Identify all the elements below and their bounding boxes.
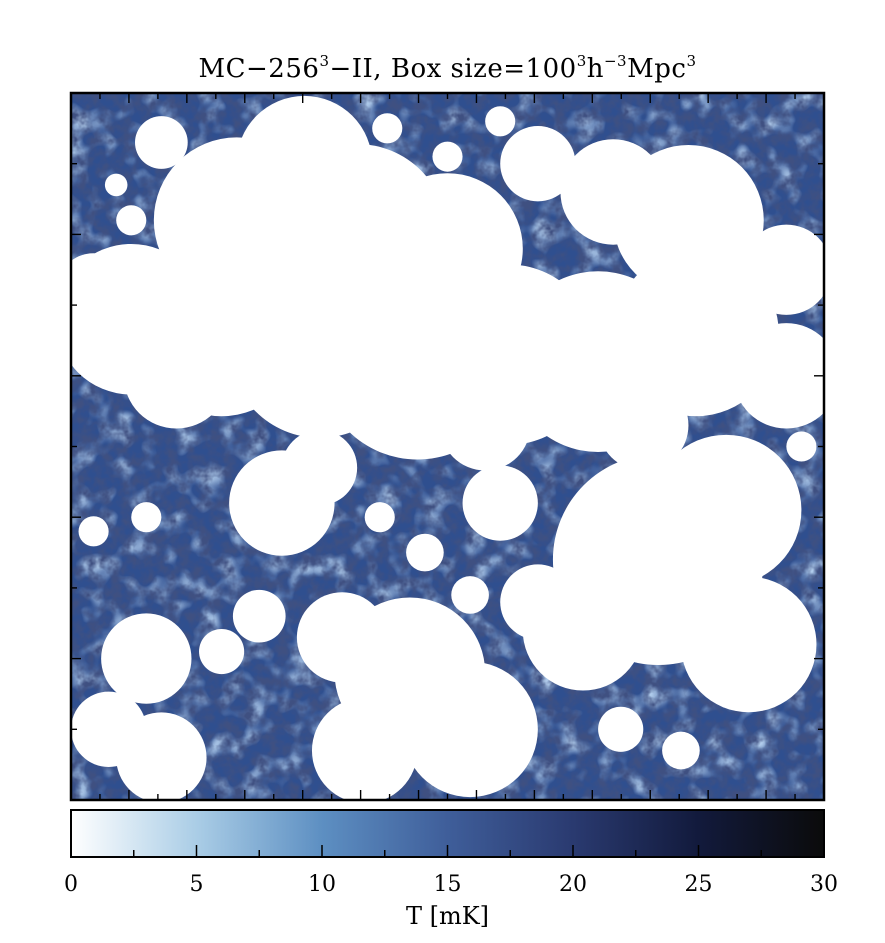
ionized-bubble bbox=[327, 113, 358, 144]
ionized-bubble bbox=[598, 706, 644, 752]
ionized-bubble bbox=[786, 431, 817, 462]
ionized-bubble bbox=[598, 380, 689, 471]
ionized-bubble bbox=[123, 323, 230, 429]
ionized-bubble bbox=[650, 434, 802, 586]
ionized-regions bbox=[71, 95, 824, 800]
ionized-bubble bbox=[432, 141, 463, 172]
ionized-bubble bbox=[311, 697, 418, 800]
ionized-bubble bbox=[71, 253, 132, 329]
chart-title: MC−2563−II, Box size=1003h−3Mpc3 bbox=[198, 52, 697, 84]
ionized-bubble bbox=[439, 380, 531, 471]
ionized-bubble bbox=[104, 173, 128, 197]
plot-area bbox=[69, 91, 826, 802]
colorbar-tick-label: 20 bbox=[559, 872, 587, 897]
ionized-bubble bbox=[451, 576, 489, 614]
colorbar-tick-label: 15 bbox=[433, 872, 462, 897]
ionized-bubble bbox=[135, 116, 188, 169]
ionized-bubble bbox=[131, 502, 162, 533]
ionized-bubble bbox=[101, 613, 192, 704]
colorbar-tick-label: 0 bbox=[64, 872, 78, 897]
ionized-bubble bbox=[462, 465, 538, 541]
ionized-bubble bbox=[281, 430, 358, 506]
colorbar-label: T [mK] bbox=[405, 902, 490, 930]
ionized-bubble bbox=[733, 323, 824, 429]
ionized-bubble bbox=[402, 661, 538, 798]
ionized-bubble bbox=[296, 592, 388, 683]
ionized-bubble bbox=[364, 502, 395, 533]
colorbar-tick-label: 5 bbox=[189, 872, 204, 897]
ionized-bubble bbox=[500, 126, 576, 202]
colorbar-tick-label: 25 bbox=[684, 872, 713, 897]
ionized-bubble bbox=[199, 628, 245, 675]
ionized-bubble bbox=[116, 205, 147, 236]
colorbar-tick-label: 30 bbox=[810, 872, 838, 897]
ionized-bubble bbox=[116, 712, 207, 800]
colorbar bbox=[70, 809, 825, 858]
ionized-bubble bbox=[485, 106, 516, 137]
ionized-bubble bbox=[372, 113, 403, 144]
colorbar-tick-label: 10 bbox=[308, 872, 336, 897]
plot-ticks bbox=[71, 93, 824, 800]
ionized-bubble bbox=[500, 564, 576, 640]
ionized-bubble bbox=[662, 731, 700, 770]
colorbar-ticks bbox=[70, 845, 825, 857]
ionized-bubble bbox=[232, 589, 286, 643]
ionized-bubble bbox=[680, 576, 817, 713]
ionized-bubble bbox=[78, 516, 109, 547]
ionized-bubble bbox=[406, 533, 444, 572]
